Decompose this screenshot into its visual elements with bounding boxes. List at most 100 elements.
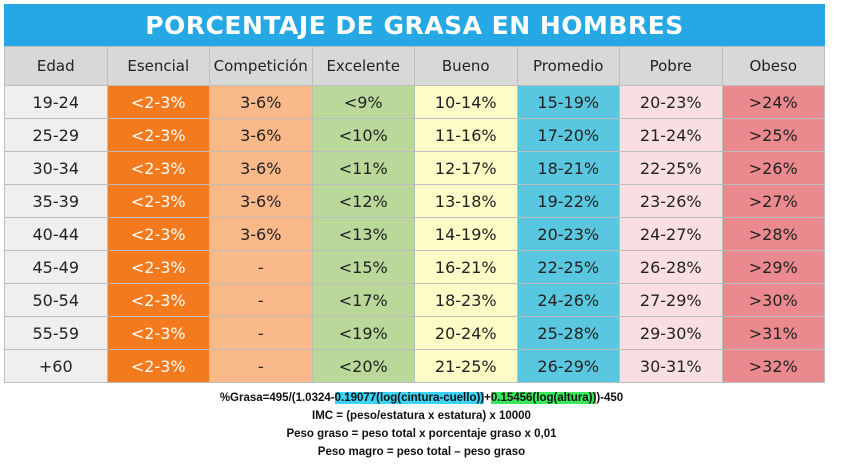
table-row: 25-29 <2-3% 3-6% <10% 11-16% 17-20% 21-24% >25% (4, 118, 825, 152)
cell-pobre: 24-27% (619, 217, 723, 251)
table-row: 30-34 <2-3% 3-6% <11% 12-17% 18-21% 22-25% >26% (4, 151, 825, 185)
table-row: 19-24 <2-3% 3-6% <9% 10-14% 15-19% 20-23% >24% (4, 85, 825, 119)
cell-edad: 19-24 (4, 85, 108, 119)
cell-bueno: 21-25% (414, 349, 518, 383)
cell-pobre: 21-24% (619, 118, 723, 152)
table-row: 40-44 <2-3% 3-6% <13% 14-19% 20-23% 24-27% >28% (4, 217, 825, 251)
chart-title: PORCENTAJE DE GRASA EN HOMBRES (4, 4, 825, 46)
formula-imc: IMC = (peso/estatura x estatura) x 10000 (312, 410, 531, 422)
cell-competicion: - (209, 316, 313, 350)
cell-esencial: <2-3% (106, 217, 210, 251)
cell-obeso: >25% (721, 118, 825, 152)
cell-promedio: 26-29% (516, 349, 620, 383)
cell-promedio: 19-22% (516, 184, 620, 218)
cell-bueno: 16-21% (414, 250, 518, 284)
header-esencial: Esencial (106, 46, 210, 86)
cell-promedio: 15-19% (516, 85, 620, 119)
cell-esencial: <2-3% (106, 184, 210, 218)
cell-competicion: - (209, 283, 313, 317)
cell-bueno: 14-19% (414, 217, 518, 251)
cell-edad: 50-54 (4, 283, 108, 317)
table-row: 55-59 <2-3% - <19% 20-24% 25-28% 29-30% >31% (4, 316, 825, 350)
cell-edad: 55-59 (4, 316, 108, 350)
header-pobre: Pobre (619, 46, 723, 86)
cell-promedio: 20-23% (516, 217, 620, 251)
cell-competicion: - (209, 250, 313, 284)
table-row: +60 <2-3% - <20% 21-25% 26-29% 30-31% >32% (4, 349, 825, 383)
cell-obeso: >24% (721, 85, 825, 119)
cell-obeso: >27% (721, 184, 825, 218)
cell-excelente: <11% (311, 151, 415, 185)
cell-excelente: <12% (311, 184, 415, 218)
cell-obeso: >26% (721, 151, 825, 185)
cell-promedio: 17-20% (516, 118, 620, 152)
cell-esencial: <2-3% (106, 85, 210, 119)
cell-promedio: 18-21% (516, 151, 620, 185)
cell-edad: 40-44 (4, 217, 108, 251)
header-promedio: Promedio (516, 46, 620, 86)
table-row: 45-49 <2-3% - <15% 16-21% 22-25% 26-28% >29% (4, 250, 825, 284)
cell-excelente: <19% (311, 316, 415, 350)
formula-peso-graso: Peso graso = peso total x porcentaje gra… (286, 428, 557, 440)
cell-promedio: 25-28% (516, 316, 620, 350)
cell-pobre: 23-26% (619, 184, 723, 218)
table-row: 50-54 <2-3% - <17% 18-23% 24-26% 27-29% >30% (4, 283, 825, 317)
cell-esencial: <2-3% (106, 118, 210, 152)
header-edad: Edad (4, 46, 108, 86)
formula-grasa-suffix: )-450 (596, 392, 624, 404)
formula-grasa-mid: + (484, 392, 491, 404)
cell-bueno: 10-14% (414, 85, 518, 119)
cell-esencial: <2-3% (106, 283, 210, 317)
cell-promedio: 22-25% (516, 250, 620, 284)
cell-edad: +60 (4, 349, 108, 383)
cell-excelente: <20% (311, 349, 415, 383)
cell-obeso: >31% (721, 316, 825, 350)
cell-esencial: <2-3% (106, 349, 210, 383)
cell-competicion: 3-6% (209, 184, 313, 218)
cell-excelente: <15% (311, 250, 415, 284)
cell-excelente: <13% (311, 217, 415, 251)
cell-promedio: 24-26% (516, 283, 620, 317)
table-body: 19-24 <2-3% 3-6% <9% 10-14% 15-19% 20-23% >24% 2… (4, 85, 825, 383)
cell-pobre: 20-23% (619, 85, 723, 119)
cell-bueno: 13-18% (414, 184, 518, 218)
cell-competicion: 3-6% (209, 217, 313, 251)
body-fat-table: Edad Esencial Competición Excelente Buen… (4, 46, 825, 383)
header-excelente: Excelente (311, 46, 415, 86)
formula-grasa-prefix: %Grasa=495/(1.0324- (219, 392, 335, 404)
header-competicion: Competición (209, 46, 313, 86)
cell-obeso: >30% (721, 283, 825, 317)
cell-obeso: >28% (721, 217, 825, 251)
formula-peso-magro: Peso magro = peso total – peso graso (317, 446, 526, 458)
body-fat-chart: PORCENTAJE DE GRASA EN HOMBRES Edad Esen… (4, 4, 825, 383)
cell-competicion: 3-6% (209, 85, 313, 119)
cell-competicion: 3-6% (209, 151, 313, 185)
cell-bueno: 20-24% (414, 316, 518, 350)
cell-bueno: 12-17% (414, 151, 518, 185)
header-obeso: Obeso (721, 46, 825, 86)
cell-excelente: <9% (311, 85, 415, 119)
cell-obeso: >29% (721, 250, 825, 284)
cell-pobre: 29-30% (619, 316, 723, 350)
cell-pobre: 22-25% (619, 151, 723, 185)
formulas: %Grasa=495/(1.0324-0.19077(log(cintura-c… (0, 389, 843, 461)
cell-edad: 45-49 (4, 250, 108, 284)
cell-excelente: <10% (311, 118, 415, 152)
cell-pobre: 27-29% (619, 283, 723, 317)
cell-excelente: <17% (311, 283, 415, 317)
cell-obeso: >32% (721, 349, 825, 383)
cell-esencial: <2-3% (106, 151, 210, 185)
cell-bueno: 11-16% (414, 118, 518, 152)
formula-grasa-green-highlight: 0.15456(log(altura)) (490, 392, 597, 404)
formula-grasa-cyan-highlight: 0.19077(log(cintura-cuello)) (334, 392, 485, 404)
header-bueno: Bueno (414, 46, 518, 86)
cell-esencial: <2-3% (106, 250, 210, 284)
cell-competicion: - (209, 349, 313, 383)
cell-esencial: <2-3% (106, 316, 210, 350)
table-row: 35-39 <2-3% 3-6% <12% 13-18% 19-22% 23-26% >27% (4, 184, 825, 218)
cell-edad: 35-39 (4, 184, 108, 218)
cell-competicion: 3-6% (209, 118, 313, 152)
cell-pobre: 26-28% (619, 250, 723, 284)
cell-bueno: 18-23% (414, 283, 518, 317)
cell-pobre: 30-31% (619, 349, 723, 383)
